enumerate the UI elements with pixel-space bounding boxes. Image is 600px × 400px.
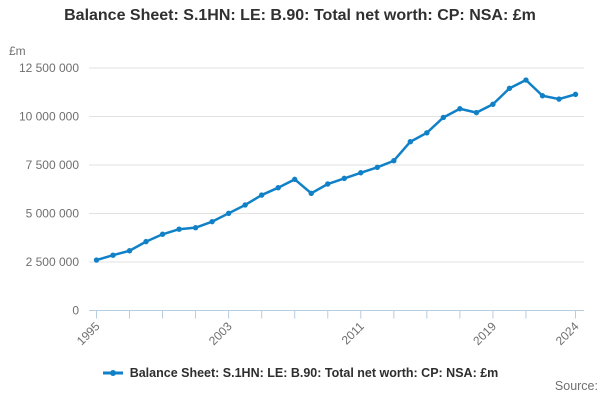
data-point[interactable] xyxy=(490,101,496,107)
data-point[interactable] xyxy=(242,202,248,208)
data-point[interactable] xyxy=(374,164,380,171)
y-tick-label: 5 000 000 xyxy=(26,207,80,221)
data-point[interactable] xyxy=(275,184,281,191)
data-point[interactable] xyxy=(358,170,364,176)
data-point[interactable] xyxy=(506,85,513,92)
data-point[interactable] xyxy=(523,77,529,83)
chart-title: Balance Sheet: S.1HN: LE: B.90: Total ne… xyxy=(64,7,536,24)
x-tick-label: 1995 xyxy=(74,319,103,348)
data-point[interactable] xyxy=(407,139,414,145)
y-axis-unit-label: £m xyxy=(9,44,26,58)
x-tick-label: 2003 xyxy=(206,319,235,348)
x-tick-label: 2019 xyxy=(470,319,499,348)
data-point[interactable] xyxy=(457,106,463,112)
data-point[interactable] xyxy=(209,218,215,225)
data-point[interactable] xyxy=(292,176,298,183)
data-point[interactable] xyxy=(325,181,331,187)
data-point[interactable] xyxy=(391,158,397,164)
series-line xyxy=(95,78,577,262)
y-tick-label: 7 500 000 xyxy=(26,158,80,172)
data-point[interactable] xyxy=(143,238,149,245)
legend-item[interactable]: Balance Sheet: S.1HN: LE: B.90: Total ne… xyxy=(0,364,600,382)
data-point[interactable] xyxy=(308,190,314,197)
data-point[interactable] xyxy=(126,248,133,254)
data-point[interactable] xyxy=(424,130,430,136)
y-tick-label: 10 000 000 xyxy=(19,110,79,124)
y-tick-label: 2 500 000 xyxy=(26,255,80,269)
legend-label: Balance Sheet: S.1HN: LE: B.90: Total ne… xyxy=(129,366,499,380)
data-point[interactable] xyxy=(473,109,480,116)
data-point[interactable] xyxy=(539,93,546,99)
data-point[interactable] xyxy=(341,175,347,182)
x-tick-label: 2011 xyxy=(339,319,367,347)
data-point[interactable] xyxy=(192,224,199,231)
data-point[interactable] xyxy=(556,96,562,102)
legend-line-marker-icon xyxy=(102,370,123,376)
data-point[interactable] xyxy=(258,192,265,198)
source-label: Source: xyxy=(554,379,598,393)
x-tick-label: 2024 xyxy=(553,319,582,348)
y-tick-label: 12 500 000 xyxy=(19,61,79,75)
data-point[interactable] xyxy=(93,257,100,263)
data-point[interactable] xyxy=(572,91,579,98)
data-point[interactable] xyxy=(225,210,232,217)
data-point[interactable] xyxy=(440,114,447,121)
data-point[interactable] xyxy=(176,226,182,232)
y-tick-label: 0 xyxy=(72,304,79,318)
data-point[interactable] xyxy=(159,231,166,237)
data-point[interactable] xyxy=(110,252,116,258)
